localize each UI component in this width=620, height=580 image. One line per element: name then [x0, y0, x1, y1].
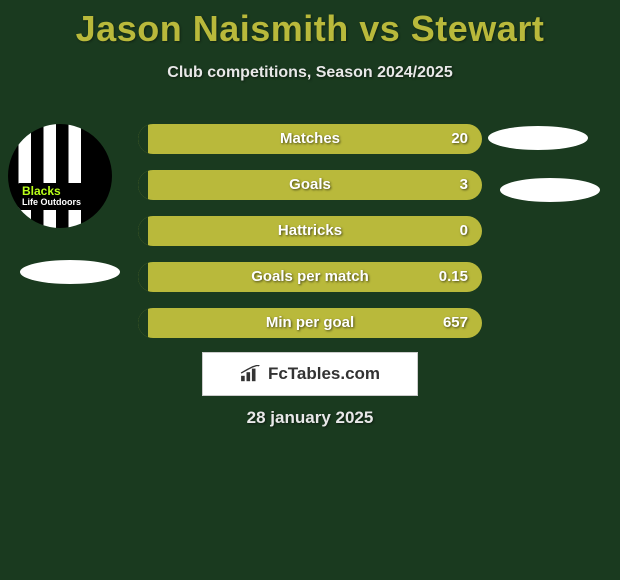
- stat-value: 657: [443, 308, 468, 338]
- player-avatar: Blacks Life Outdoors: [8, 124, 112, 228]
- subtitle: Club competitions, Season 2024/2025: [0, 64, 620, 82]
- stat-label: Matches: [138, 124, 482, 154]
- avatar-brand-line1: Blacks: [22, 184, 61, 198]
- stat-row: Goals per match 0.15: [138, 262, 482, 292]
- stat-row: Goals 3: [138, 170, 482, 200]
- stat-value: 3: [460, 170, 468, 200]
- stat-label: Min per goal: [138, 308, 482, 338]
- stat-value: 0.15: [439, 262, 468, 292]
- page-title: Jason Naismith vs Stewart: [0, 0, 620, 50]
- decorative-ellipse-left: [20, 260, 120, 284]
- stat-value: 0: [460, 216, 468, 246]
- stat-row: Hattricks 0: [138, 216, 482, 246]
- stat-label: Hattricks: [138, 216, 482, 246]
- logo-text: FcTables.com: [268, 364, 380, 384]
- fctables-logo[interactable]: FcTables.com: [202, 352, 418, 396]
- decorative-ellipse-right-1: [488, 126, 588, 150]
- stat-value: 20: [451, 124, 468, 154]
- stats-container: Matches 20 Goals 3 Hattricks 0 Goals per…: [138, 124, 482, 354]
- stat-label: Goals per match: [138, 262, 482, 292]
- snapshot-date: 28 january 2025: [0, 408, 620, 428]
- stat-row: Min per goal 657: [138, 308, 482, 338]
- decorative-ellipse-right-2: [500, 178, 600, 202]
- stat-row: Matches 20: [138, 124, 482, 154]
- avatar-brand-label: Blacks Life Outdoors: [18, 183, 85, 210]
- stat-label: Goals: [138, 170, 482, 200]
- avatar-brand-line2: Life Outdoors: [22, 198, 81, 208]
- bar-chart-icon: [240, 365, 262, 383]
